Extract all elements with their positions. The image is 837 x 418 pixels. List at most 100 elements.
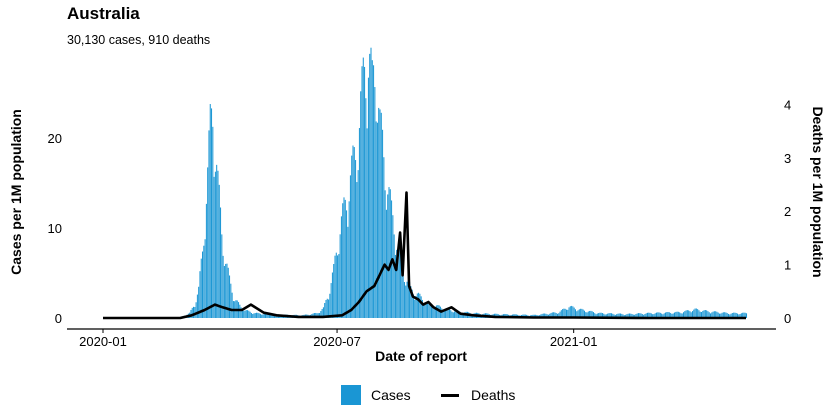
cases-bar: [407, 280, 409, 318]
cases-bar: [343, 197, 345, 318]
cases-bar: [740, 313, 742, 318]
cases-bar: [654, 313, 656, 318]
cases-bar: [384, 190, 386, 318]
cases-bar: [416, 293, 418, 318]
cases-bar: [703, 310, 705, 318]
cases-bar: [746, 313, 748, 318]
left-y-axis-label: Cases per 1M population: [8, 109, 24, 275]
cases-bar: [565, 309, 567, 318]
cases-bar: [222, 255, 224, 318]
cases-bar: [556, 313, 558, 318]
cases-bar: [635, 314, 637, 318]
cases-bar: [634, 314, 636, 318]
cases-bar: [191, 307, 193, 318]
cases-bar: [712, 311, 714, 318]
cases-bar: [319, 313, 321, 318]
cases-bar: [455, 310, 457, 318]
cases-bar: [389, 189, 391, 318]
cases-bar: [331, 272, 333, 318]
cases-bar: [428, 301, 430, 318]
cases-bar: [256, 312, 258, 318]
cases-bar: [614, 314, 616, 318]
cases-bar: [367, 77, 369, 318]
cases-bar: [262, 314, 264, 318]
cases-bar: [550, 312, 552, 318]
cases-bar: [190, 309, 192, 318]
cases-bar: [329, 293, 331, 318]
cases-bar: [247, 310, 249, 318]
cases-bar: [564, 308, 566, 318]
cases-bar: [599, 312, 601, 318]
cases-bar: [253, 313, 255, 318]
cases-bar: [360, 91, 362, 318]
cases-bar: [223, 265, 225, 318]
cases-bar: [344, 199, 346, 318]
cases-bar: [693, 309, 695, 318]
cases-bar: [403, 282, 405, 318]
cases-bar: [658, 312, 660, 318]
cases-bar: [313, 313, 315, 318]
right-y-tick-label: 2: [784, 204, 791, 219]
cases-bars: [113, 47, 748, 319]
cases-bar: [347, 226, 349, 318]
cases-bar: [596, 313, 598, 318]
cases-bar: [616, 314, 618, 318]
cases-bar: [321, 308, 323, 318]
x-axis-label: Date of report: [375, 348, 467, 364]
cases-bar: [348, 201, 350, 318]
cases-bar: [728, 313, 730, 318]
cases-bar: [259, 313, 261, 318]
cases-bar: [414, 299, 416, 318]
cases-bar: [412, 294, 414, 318]
cases-bar: [397, 244, 399, 318]
cases-bar: [724, 312, 726, 318]
cases-bar: [688, 310, 690, 318]
cases-bar: [369, 53, 371, 319]
cases-bar: [610, 313, 612, 318]
cases-bar: [742, 312, 744, 318]
cases-bar: [702, 310, 704, 318]
cases-bar: [392, 215, 394, 318]
cases-bar: [726, 313, 728, 318]
cases-bar: [576, 311, 578, 318]
cases-bar: [667, 312, 669, 318]
cases-bar: [594, 313, 596, 318]
right-y-tick-label: 1: [784, 258, 791, 273]
cases-bar: [460, 312, 462, 318]
cases-bar: [393, 234, 395, 318]
cases-bar: [212, 126, 214, 318]
cases-bar: [567, 309, 569, 318]
cases-bar: [704, 310, 706, 318]
x-tick-label: 2020-07: [313, 334, 361, 349]
cases-bar: [448, 308, 450, 318]
cases-bar: [398, 244, 400, 318]
cases-bar: [568, 307, 570, 318]
cases-bar: [409, 282, 411, 318]
cases-bar: [324, 303, 326, 318]
cases-bar: [411, 289, 413, 318]
right-y-tick-label: 0: [784, 311, 791, 326]
cases-bar: [706, 310, 708, 318]
cases-bar: [739, 313, 741, 318]
cases-bar: [265, 313, 267, 318]
cases-bar: [607, 313, 609, 318]
cases-bar: [721, 312, 723, 318]
cases-bar: [670, 312, 672, 318]
cases-bar: [418, 292, 420, 318]
cases-bar: [673, 312, 676, 318]
cases-bar: [204, 239, 206, 318]
cases-bar: [618, 313, 620, 318]
cases-bar: [383, 157, 385, 318]
cases-bar: [630, 313, 632, 318]
cases-bar: [554, 312, 556, 318]
cases-bar: [661, 313, 663, 318]
legend-label-deaths: Deaths: [471, 387, 516, 403]
cases-bar: [442, 310, 444, 318]
cases-bar: [694, 308, 696, 318]
cases-bar: [373, 65, 375, 319]
cases-bar: [362, 57, 364, 319]
cases-bar: [636, 313, 638, 318]
cases-bar: [430, 304, 432, 318]
cases-bar: [592, 312, 594, 318]
cases-bar: [451, 311, 453, 318]
